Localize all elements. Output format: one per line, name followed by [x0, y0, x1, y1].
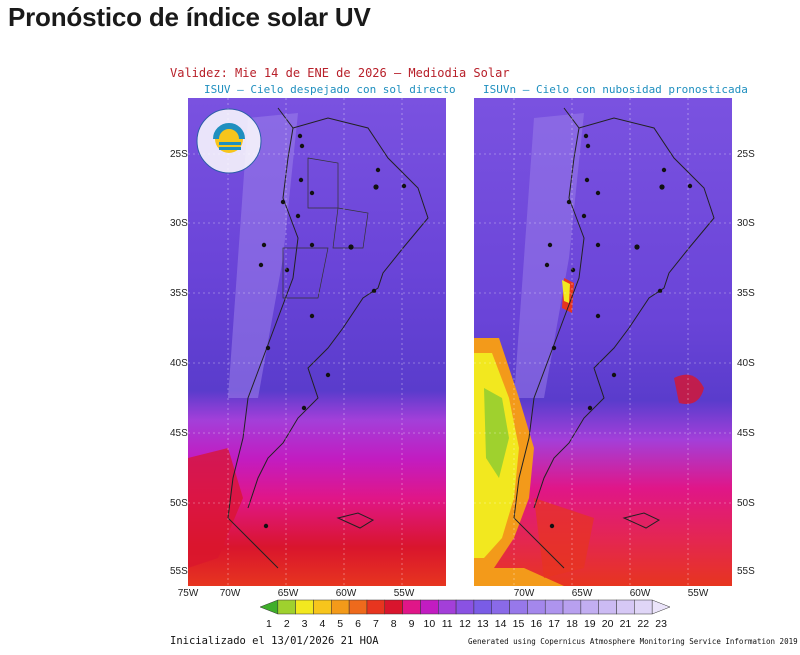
- colorbar-segment: [455, 599, 475, 615]
- colorbar-tick-label: 23: [655, 618, 667, 630]
- colorbar-tick-label: 15: [512, 618, 525, 630]
- colorbar-tick-label: 10: [423, 618, 436, 630]
- colorbar-tick-label: 13: [476, 618, 489, 630]
- lon-label-left: 70W: [219, 588, 241, 599]
- left-panel-title: ISUV – Cielo despejado con sol directo: [204, 83, 456, 96]
- right-panel-title: ISUVn – Cielo con nubosidad pronosticada: [483, 83, 748, 96]
- colorbar-segment: [634, 599, 653, 615]
- uv-colorbar: [259, 599, 671, 615]
- lat-label-left: 30S: [170, 218, 188, 229]
- colorbar-tick-label: 18: [566, 618, 578, 630]
- map-forecast-clouds: [474, 98, 732, 586]
- colorbar-tick-label: 9: [408, 618, 415, 630]
- colorbar-segment: [366, 599, 386, 615]
- lat-label-right: 35S: [737, 288, 755, 299]
- page-title: Pronóstico de índice solar UV: [8, 2, 371, 32]
- colorbar-tick-label: 11: [441, 618, 453, 630]
- lon-label-left: 55W: [393, 588, 415, 599]
- lat-label-left: 45S: [170, 428, 188, 439]
- colorbar-segment: [509, 599, 528, 615]
- lat-label-left: 55S: [170, 566, 188, 577]
- map-clear-sky: [188, 98, 446, 586]
- lon-label-left: 65W: [277, 588, 299, 599]
- colorbar-tick-label: 1: [265, 618, 272, 630]
- uv-forecast-figure: Validez: Mie 14 de ENE de 2026 – Mediodi…: [150, 58, 798, 653]
- colorbar-segment: [651, 599, 671, 615]
- colorbar-segment: [259, 599, 279, 615]
- lat-label-left: 50S: [170, 498, 188, 509]
- lat-label-right: 55S: [737, 566, 755, 577]
- colorbar-segment: [527, 599, 546, 615]
- colorbar-segment: [331, 599, 350, 615]
- lat-label-right: 25S: [737, 149, 755, 160]
- lon-label-right: 60W: [629, 588, 651, 599]
- colorbar-segment: [277, 599, 296, 615]
- lon-label-right: 55W: [687, 588, 709, 599]
- colorbar-tick-label: 14: [494, 618, 507, 630]
- colorbar-segment: [438, 599, 457, 615]
- colorbar-segment: [313, 599, 332, 615]
- colorbar-tick-label: 20: [601, 618, 614, 630]
- colorbar-tick-label: 5: [337, 618, 344, 630]
- colorbar-tick-label: 12: [459, 618, 471, 630]
- colorbar-tick-label: 4: [319, 618, 326, 630]
- colorbar-segment: [544, 599, 564, 615]
- lat-label-left: 25S: [170, 149, 188, 160]
- colorbar-tick-label: 6: [355, 618, 361, 630]
- validity-title: Validez: Mie 14 de ENE de 2026 – Mediodi…: [170, 66, 510, 80]
- colorbar-tick-label: 3: [301, 618, 308, 630]
- lat-label-right: 50S: [737, 498, 755, 509]
- colorbar-tick-label: 21: [619, 618, 632, 630]
- lon-label-left: 60W: [335, 588, 357, 599]
- credit-label: Generated using Copernicus Atmosphere Mo…: [468, 637, 798, 646]
- lat-label-left: 35S: [170, 288, 188, 299]
- lat-label-right: 30S: [737, 218, 755, 229]
- colorbar-tick-label: 8: [390, 618, 397, 630]
- colorbar-segment: [384, 599, 403, 615]
- lon-label-right: 65W: [571, 588, 593, 599]
- initialized-label: Inicializado el 13/01/2026 21 HOA: [170, 635, 379, 647]
- colorbar-segment: [420, 599, 439, 615]
- lat-label-right: 40S: [737, 358, 755, 369]
- lon-label-left: 75W: [177, 588, 199, 599]
- colorbar-tick-label: 16: [530, 618, 543, 630]
- lat-label-right: 45S: [737, 428, 755, 439]
- colorbar-segment: [473, 599, 492, 615]
- colorbar-tick-label: 17: [548, 618, 560, 630]
- colorbar-tick-label: 2: [283, 618, 290, 630]
- colorbar-segment: [562, 599, 582, 615]
- smn-logo: [194, 106, 264, 176]
- colorbar-tick-label: 22: [637, 618, 650, 630]
- lon-label-right: 70W: [513, 588, 535, 599]
- colorbar-segment: [402, 599, 421, 615]
- colorbar-segment: [580, 599, 599, 615]
- colorbar-segment: [491, 599, 510, 615]
- lat-label-left: 40S: [170, 358, 188, 369]
- colorbar-segment: [295, 599, 314, 615]
- colorbar-segment: [598, 599, 617, 615]
- colorbar-tick-label: 19: [583, 618, 596, 630]
- colorbar-segment: [616, 599, 635, 615]
- colorbar-tick-label: 7: [372, 618, 379, 630]
- colorbar-segment: [348, 599, 368, 615]
